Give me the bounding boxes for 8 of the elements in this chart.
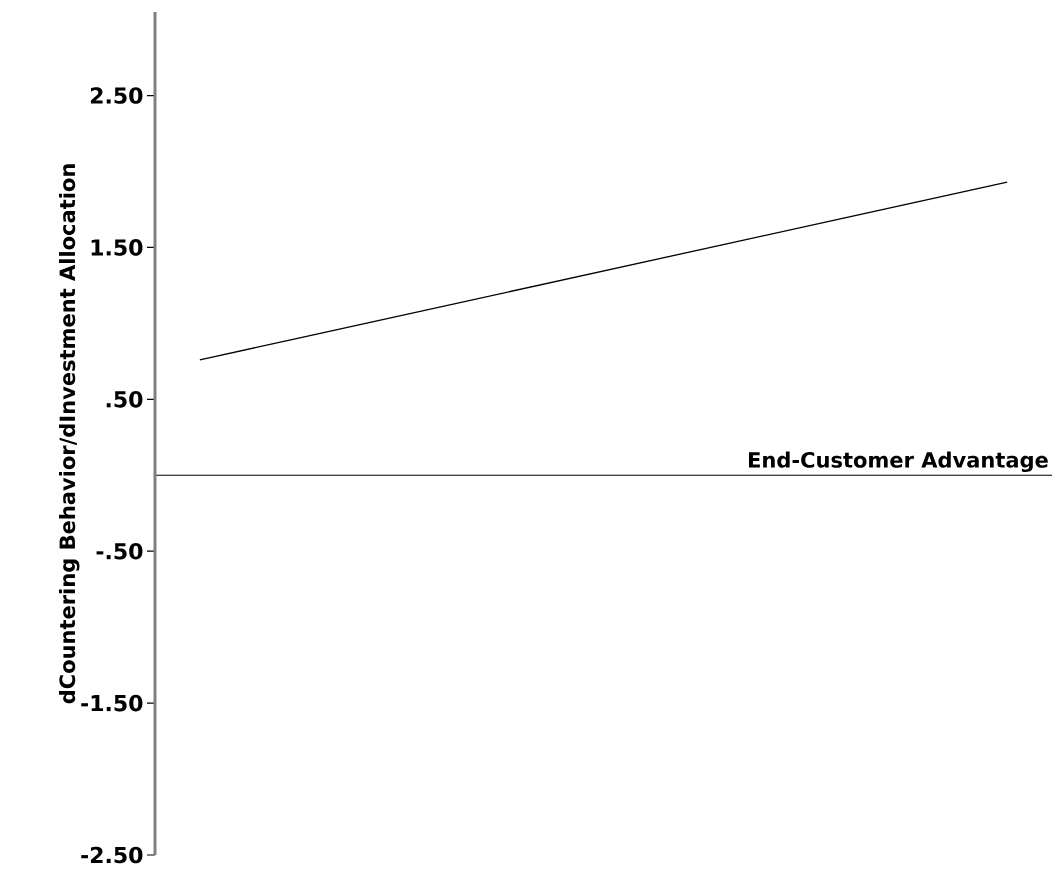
x-axis-title: End-Customer Advantage [749, 451, 1048, 473]
y-tick-label: 1.50 [91, 239, 143, 256]
y-tick-label: -2.50 [81, 846, 143, 864]
y-tick-label: -.50 [96, 542, 143, 560]
y-tick-label: 2.50 [90, 87, 143, 104]
y-tick-label: .50 [106, 391, 143, 408]
y-tick-label: -1.50 [81, 694, 143, 712]
y-axis-title: dCountering Behavior/dInvestment Allocation [58, 164, 80, 704]
